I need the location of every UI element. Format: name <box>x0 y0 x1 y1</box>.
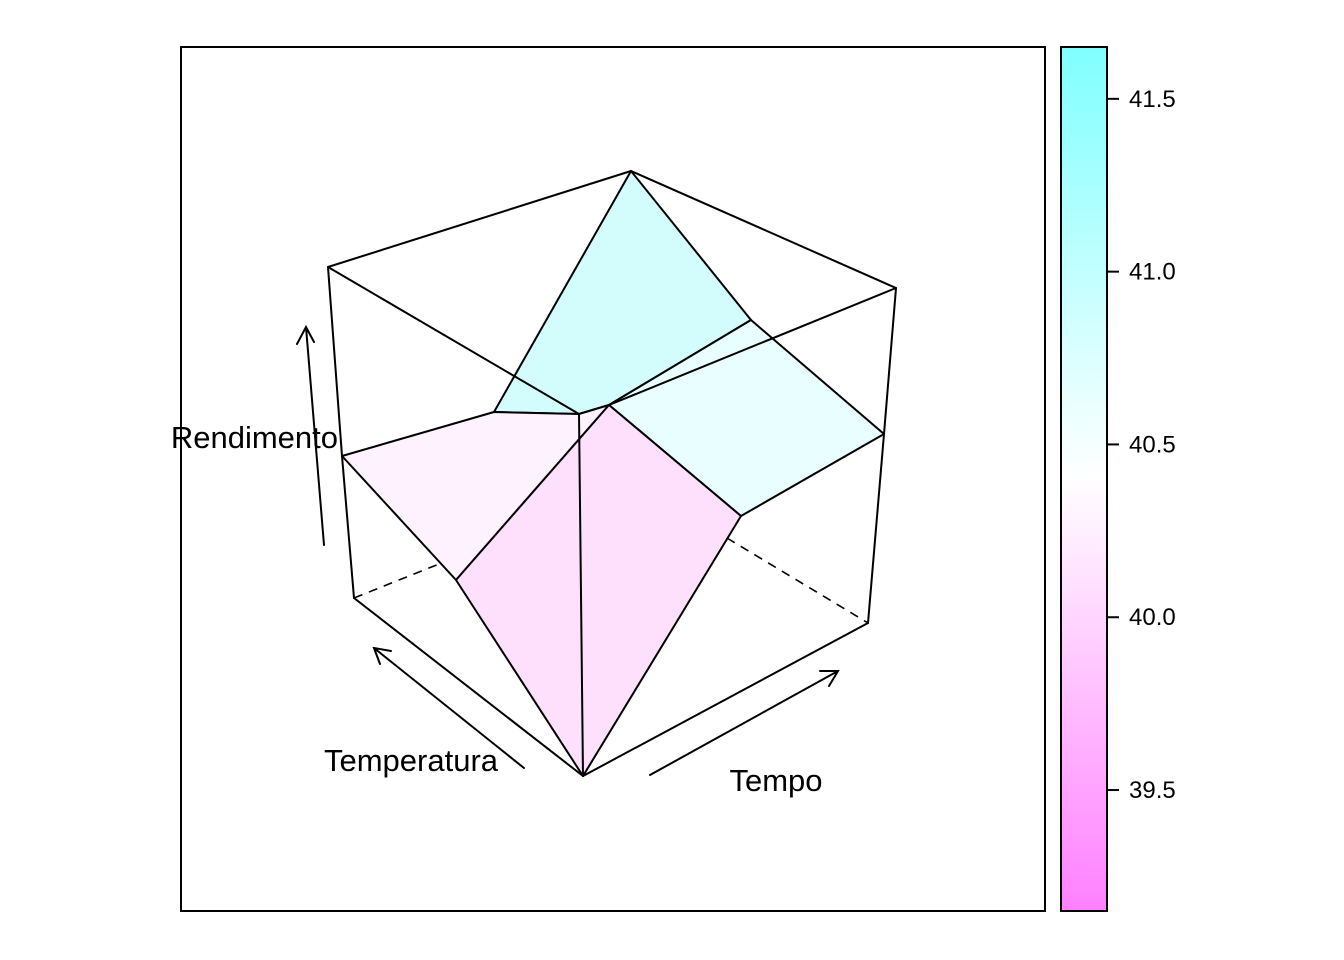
vertical-edge-left <box>341 455 355 599</box>
z-axis-title: Rendimento <box>171 420 338 455</box>
color-key-tick-label: 40.0 <box>1129 604 1176 631</box>
y-axis-arrow <box>649 670 840 776</box>
color-key-bar <box>1060 46 1108 912</box>
surface-facet-left <box>341 404 610 581</box>
color-key: 39.5 40.0 40.5 41.0 41.5 <box>1060 46 1176 912</box>
surface-facet-front <box>455 404 742 777</box>
surface-inner-edge <box>578 413 584 777</box>
hidden-edge-left <box>353 561 445 599</box>
vertical-edge-right <box>867 433 885 624</box>
x-axis-title: Temperatura <box>324 743 499 778</box>
top-edge-front-right <box>608 287 897 406</box>
color-key-ticks: 39.5 40.0 40.5 41.0 41.5 <box>1107 86 1176 804</box>
color-key-tick-label: 39.5 <box>1129 777 1176 804</box>
top-edge-back-left <box>327 170 632 268</box>
plot-panel <box>180 46 1046 912</box>
box-hidden-edges <box>353 537 869 624</box>
vertical-edge-right-upper <box>883 287 897 435</box>
color-key-tick-label: 41.0 <box>1129 259 1176 286</box>
vertical-edge-left-upper <box>327 266 343 457</box>
axis-arrows <box>296 324 840 776</box>
box-edges <box>327 170 897 777</box>
top-edge-back-right <box>630 170 897 289</box>
hidden-edge-right <box>726 537 869 624</box>
bottom-edge-right <box>582 622 869 777</box>
surface <box>341 170 885 777</box>
y-axis-title: Tempo <box>729 763 822 798</box>
color-key-tick-label: 40.5 <box>1129 431 1176 458</box>
z-axis-arrow <box>296 324 325 546</box>
bottom-edge-left <box>353 597 584 777</box>
x-axis-arrow <box>372 646 525 769</box>
color-key-tick-label: 41.5 <box>1129 86 1176 113</box>
top-edge-front-left <box>327 266 580 415</box>
